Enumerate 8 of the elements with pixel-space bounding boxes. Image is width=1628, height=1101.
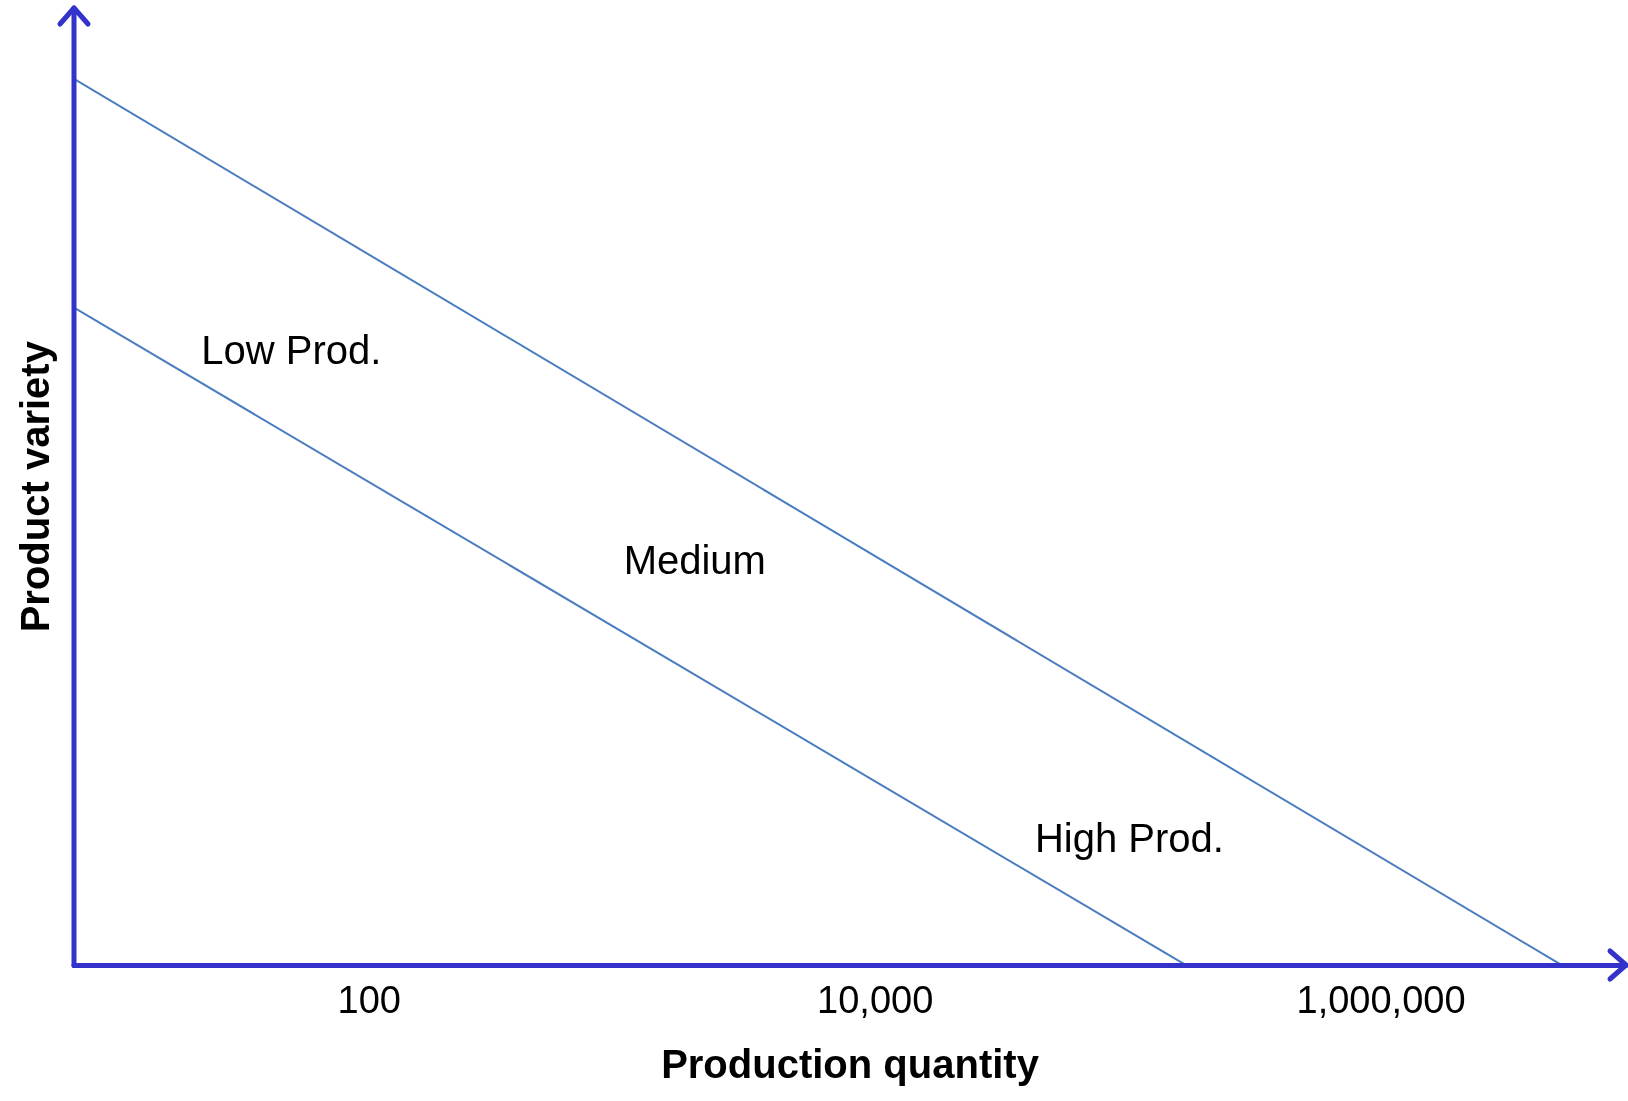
x-tick-label: 1,000,000 [1296,978,1466,1021]
x-tick-label: 10,000 [817,978,934,1021]
y-axis-title: Product variety [13,340,58,633]
annotation: Low Prod. [201,327,382,372]
x-tick-label: 100 [337,978,401,1021]
annotation: High Prod. [1034,815,1224,860]
annotation: Medium [623,538,766,583]
x-axis-title: Production quantity [661,1042,1040,1087]
